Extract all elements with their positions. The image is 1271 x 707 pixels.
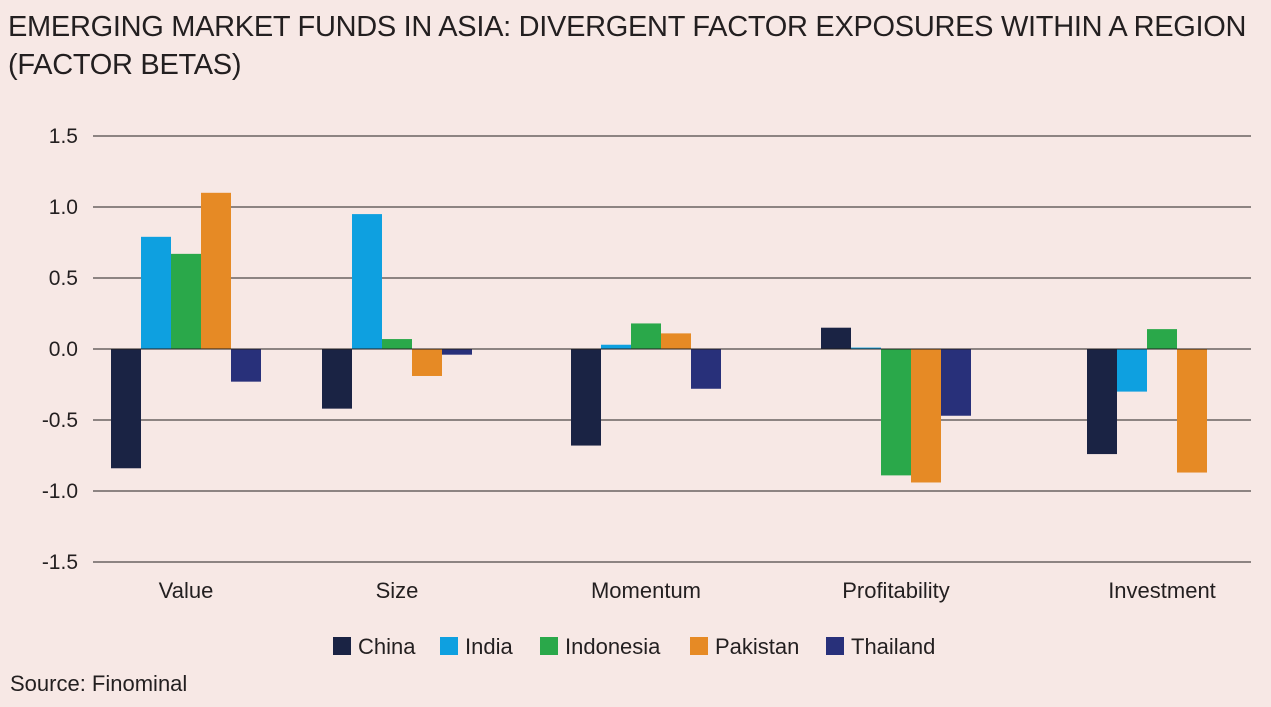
bar-indonesia-momentum: [631, 323, 661, 349]
legend-swatch-thailand: [826, 637, 844, 655]
legend-label-indonesia: Indonesia: [565, 634, 661, 659]
legend-label-pakistan: Pakistan: [715, 634, 799, 659]
legend-label-india: India: [465, 634, 513, 659]
chart-title-line2: (FACTOR BETAS): [8, 49, 242, 81]
bar-india-investment: [1117, 349, 1147, 392]
x-category-label: Size: [376, 578, 419, 603]
bar-pakistan-size: [412, 349, 442, 376]
legend-swatch-india: [440, 637, 458, 655]
source-note: Source: Finominal: [10, 671, 188, 696]
bar-thailand-momentum: [691, 349, 721, 389]
legend-swatch-pakistan: [690, 637, 708, 655]
y-tick-label: 1.5: [49, 125, 78, 148]
bar-pakistan-investment: [1177, 349, 1207, 473]
bar-indonesia-value: [171, 253, 201, 349]
x-category-label: Investment: [1108, 578, 1216, 603]
bar-indonesia-investment: [1147, 329, 1177, 349]
bar-pakistan-value: [201, 192, 231, 349]
y-tick-label: -1.5: [42, 551, 78, 574]
x-category-label: Profitability: [842, 578, 950, 603]
chart-title-line1: EMERGING MARKET FUNDS IN ASIA: DIVERGENT…: [8, 11, 1247, 43]
x-category-label: Value: [159, 578, 214, 603]
y-tick-label: 0.5: [49, 267, 78, 290]
y-tick-label: 0.0: [49, 338, 78, 361]
bar-pakistan-profitability: [911, 349, 941, 483]
bar-china-momentum: [571, 349, 601, 446]
chart-title: EMERGING MARKET FUNDS IN ASIA: DIVERGENT…: [8, 8, 1258, 84]
bar-thailand-size: [442, 349, 472, 355]
bar-china-profitability: [821, 327, 851, 349]
y-tick-label: 1.0: [49, 196, 78, 219]
bar-thailand-profitability: [941, 349, 971, 416]
bar-china-size: [322, 349, 352, 409]
y-tick-label: -0.5: [42, 409, 78, 432]
legend-swatch-indonesia: [540, 637, 558, 655]
bar-china-investment: [1087, 349, 1117, 455]
bar-india-size: [352, 214, 382, 349]
bar-thailand-value: [231, 349, 261, 382]
bar-indonesia-size: [382, 339, 412, 349]
bar-pakistan-momentum: [661, 333, 691, 349]
bar-china-value: [111, 349, 141, 469]
bar-india-profitability: [851, 347, 881, 349]
legend-label-thailand: Thailand: [851, 634, 935, 659]
y-tick-label: -1.0: [42, 480, 78, 503]
bar-indonesia-profitability: [881, 349, 911, 476]
bar-india-value: [141, 236, 171, 349]
bar-india-momentum: [601, 344, 631, 349]
x-category-label: Momentum: [591, 578, 701, 603]
legend-swatch-china: [333, 637, 351, 655]
legend-label-china: China: [358, 634, 416, 659]
